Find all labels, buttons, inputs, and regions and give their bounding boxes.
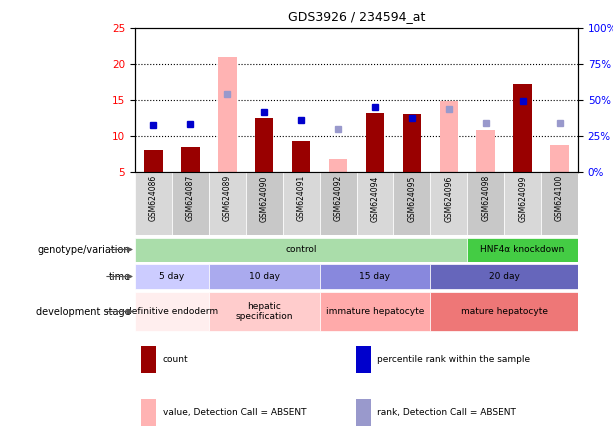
Text: GSM624090: GSM624090 xyxy=(260,175,268,222)
Text: value, Detection Call = ABSENT: value, Detection Call = ABSENT xyxy=(162,408,306,417)
Text: immature hepatocyte: immature hepatocyte xyxy=(326,307,424,316)
Bar xyxy=(541,172,578,235)
Bar xyxy=(135,264,209,289)
Bar xyxy=(135,172,172,235)
Bar xyxy=(467,238,578,262)
Text: GSM624095: GSM624095 xyxy=(408,175,416,222)
Text: HNF4α knockdown: HNF4α knockdown xyxy=(481,245,565,254)
Text: GSM624092: GSM624092 xyxy=(333,175,343,222)
Bar xyxy=(319,292,430,331)
Bar xyxy=(141,400,156,426)
Bar xyxy=(356,400,371,426)
Bar xyxy=(394,172,430,235)
Bar xyxy=(292,141,310,172)
Bar xyxy=(209,172,246,235)
Bar xyxy=(467,172,504,235)
Bar xyxy=(255,118,273,172)
Bar xyxy=(356,346,371,373)
Bar xyxy=(319,264,430,289)
Bar xyxy=(329,159,348,172)
Text: GSM624086: GSM624086 xyxy=(149,175,158,222)
Bar xyxy=(144,151,162,172)
Text: 10 day: 10 day xyxy=(249,272,280,281)
Text: GSM624091: GSM624091 xyxy=(297,175,306,222)
Bar xyxy=(283,172,319,235)
Text: 5 day: 5 day xyxy=(159,272,185,281)
Text: GSM624087: GSM624087 xyxy=(186,175,195,222)
Bar xyxy=(209,264,319,289)
Bar xyxy=(403,115,421,172)
Text: GSM624089: GSM624089 xyxy=(223,175,232,222)
Bar xyxy=(504,172,541,235)
Bar xyxy=(366,113,384,172)
Bar xyxy=(430,172,467,235)
Text: GSM624099: GSM624099 xyxy=(518,175,527,222)
Text: rank, Detection Call = ABSENT: rank, Detection Call = ABSENT xyxy=(377,408,516,417)
Text: GSM624098: GSM624098 xyxy=(481,175,490,222)
Text: GDS3926 / 234594_at: GDS3926 / 234594_at xyxy=(288,10,425,23)
Bar xyxy=(476,130,495,172)
Text: GSM624100: GSM624100 xyxy=(555,175,564,222)
Bar xyxy=(430,292,578,331)
Text: GSM624094: GSM624094 xyxy=(370,175,379,222)
Text: GSM624096: GSM624096 xyxy=(444,175,453,222)
Bar xyxy=(135,238,467,262)
Text: 15 day: 15 day xyxy=(359,272,390,281)
Text: count: count xyxy=(162,355,188,364)
Text: hepatic
specification: hepatic specification xyxy=(235,302,293,321)
Bar xyxy=(246,172,283,235)
Bar xyxy=(135,292,209,331)
Text: control: control xyxy=(286,245,317,254)
Bar xyxy=(209,292,319,331)
Text: mature hepatocyte: mature hepatocyte xyxy=(460,307,547,316)
Bar xyxy=(440,101,458,172)
Text: genotype/variation: genotype/variation xyxy=(38,245,131,254)
Bar xyxy=(181,147,200,172)
Text: percentile rank within the sample: percentile rank within the sample xyxy=(377,355,530,364)
Bar xyxy=(218,57,237,172)
Text: time: time xyxy=(109,271,131,281)
Bar xyxy=(172,172,209,235)
Text: development stage: development stage xyxy=(36,306,131,317)
Bar xyxy=(430,264,578,289)
Text: definitive endoderm: definitive endoderm xyxy=(126,307,218,316)
Bar xyxy=(514,84,532,172)
Bar xyxy=(550,145,569,172)
Bar xyxy=(141,346,156,373)
Bar xyxy=(319,172,357,235)
Bar xyxy=(357,172,394,235)
Text: 20 day: 20 day xyxy=(489,272,520,281)
